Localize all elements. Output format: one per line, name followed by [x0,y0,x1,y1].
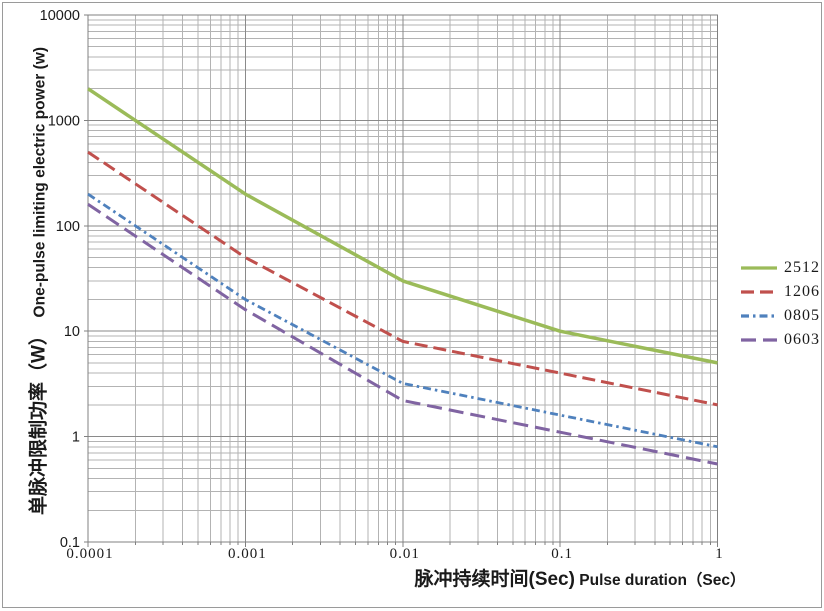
plot-border [87,14,719,543]
legend-item-0603: 0603 [741,328,820,352]
legend-item-2512: 2512 [741,256,820,280]
grid-major [88,15,718,542]
x-tick-labels: 0.0001 0.001 0.01 0.1 1 [66,546,724,562]
series-line-1206 [87,150,718,407]
legend-item-0805: 0805 [741,304,820,328]
legend-line-2512 [741,266,777,270]
legend-line-0603 [741,338,777,342]
x-tick-label-0.01: 0.01 [390,546,420,562]
legend-item-1206: 1206 [741,280,820,304]
y-tick-label-100: 100 [56,219,80,235]
y-axis-title-en: One-pulse limiting electric power (w) [31,47,49,318]
legend-label-1206: 1206 [784,283,820,300]
y-tick-label-10: 10 [64,324,80,340]
y-tick-label-10000: 10000 [40,8,80,24]
legend-label-0805: 0805 [784,307,820,324]
y-axis-title: 单脉冲限制功率（W） One-pulse limiting electric p… [24,47,51,515]
x-tick-label-0.0001: 0.0001 [66,546,113,562]
y-tick-label-0.1: 0.1 [60,535,80,551]
x-axis-title: 脉冲持续时间(Sec) Pulse duration（Sec） [414,564,745,591]
x-tick-label-0.001: 0.001 [228,546,267,562]
y-axis-title-cn: 单脉冲限制功率（W） [28,326,50,515]
series-line-0603 [87,203,718,466]
y-tick-labels: 10000 1000 100 10 1 0.1 [40,8,80,551]
series-line-2512 [87,87,718,365]
legend-line-0805 [741,314,777,318]
legend: 2512 1206 0805 0603 [741,256,820,352]
x-axis-title-cn: 脉冲持续时间(Sec) [414,569,575,590]
x-axis-title-en: Pulse duration（Sec） [579,572,746,589]
y-tick-label-1: 1 [72,430,80,446]
x-tick-label-1: 1 [715,546,724,562]
x-tick-label-0.1: 0.1 [551,546,573,562]
legend-label-0603: 0603 [784,331,820,348]
legend-line-1206 [741,290,777,294]
y-tick-label-1000: 1000 [48,113,80,129]
legend-label-2512: 2512 [784,259,820,276]
